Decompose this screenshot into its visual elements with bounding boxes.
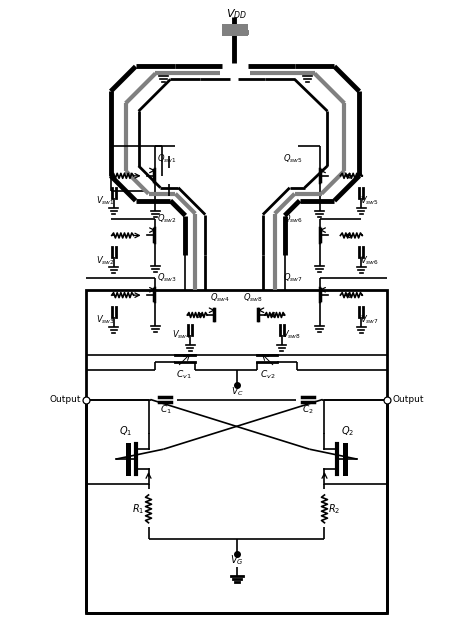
Bar [222,24,248,35]
Text: $Q_{sw8}$: $Q_{sw8}$ [243,292,263,305]
Text: $V_{sw4}$: $V_{sw4}$ [172,329,191,341]
Text: $R_2$: $R_2$ [328,502,341,516]
Text: $Q_{sw3}$: $Q_{sw3}$ [157,272,177,284]
Text: $C_{v2}$: $C_{v2}$ [260,368,275,381]
Text: $Q_{sw7}$: $Q_{sw7}$ [283,272,302,284]
Text: $V_{sw1}$: $V_{sw1}$ [96,195,115,207]
Text: $Q_2$: $Q_2$ [341,425,354,438]
Text: Output: Output [392,395,424,404]
Text: $V_G$: $V_G$ [230,554,244,568]
Text: Output: Output [49,395,81,404]
Text: $Q_{sw4}$: $Q_{sw4}$ [210,292,230,305]
Text: $V_{sw6}$: $V_{sw6}$ [360,254,379,267]
Text: $V_C$: $V_C$ [231,386,243,398]
Text: $V_{sw3}$: $V_{sw3}$ [96,313,115,326]
Text: $V_{DD}$: $V_{DD}$ [227,7,247,21]
Text: $Q_{sw2}$: $Q_{sw2}$ [157,212,177,225]
Text: $V_{sw5}$: $V_{sw5}$ [360,195,379,207]
Text: $C_{v1}$: $C_{v1}$ [175,368,191,381]
Text: $Q_{sw1}$: $Q_{sw1}$ [157,153,177,165]
Text: $C_2$: $C_2$ [302,403,313,416]
Text: $V_{sw8}$: $V_{sw8}$ [282,329,301,341]
Text: $C_1$: $C_1$ [160,403,171,416]
Text: $Q_1$: $Q_1$ [119,425,132,438]
Text: $R_1$: $R_1$ [132,502,145,516]
Text: $Q_{sw6}$: $Q_{sw6}$ [283,212,302,225]
Text: $V_{sw2}$: $V_{sw2}$ [96,254,115,267]
Text: $V_{sw7}$: $V_{sw7}$ [360,313,379,326]
Bar [86,290,387,613]
Text: $Q_{sw5}$: $Q_{sw5}$ [283,153,302,165]
